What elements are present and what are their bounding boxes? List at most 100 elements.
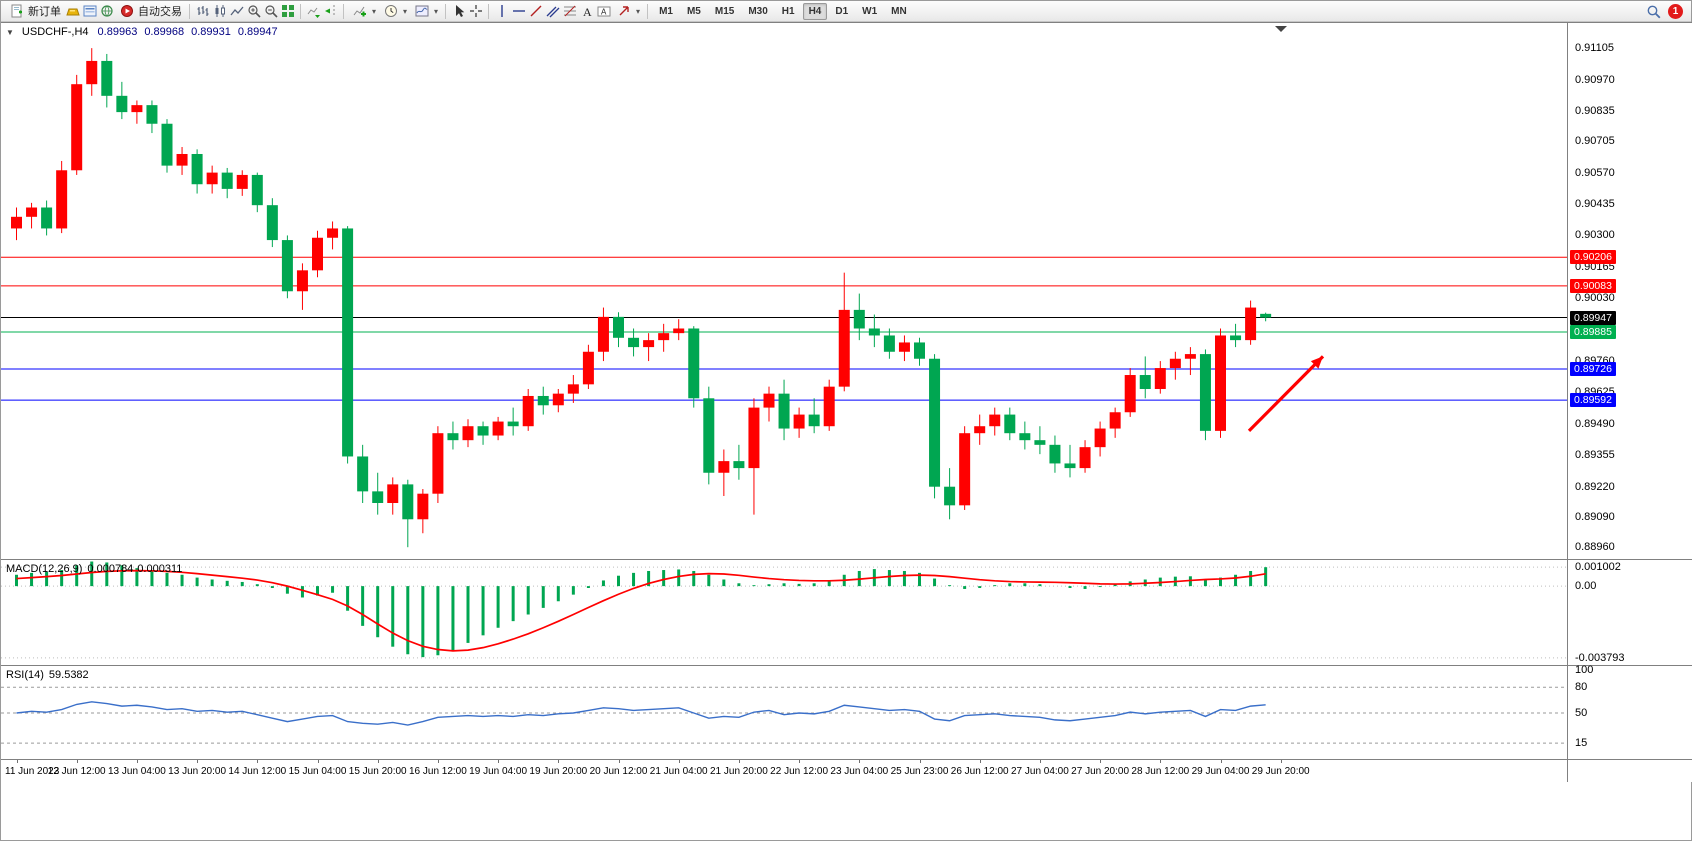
rsi-axis: 100 80 50 15 xyxy=(1568,664,1692,759)
candle xyxy=(718,449,730,497)
date-tick xyxy=(1160,760,1162,763)
search-icon[interactable] xyxy=(1645,3,1662,20)
candlestick-mode-icon[interactable] xyxy=(211,3,228,20)
candle xyxy=(1064,444,1076,478)
date-tick xyxy=(1039,760,1041,763)
rsi-canvas[interactable] xyxy=(1,666,1567,760)
price-axis-label: 0.90970 xyxy=(1575,73,1615,86)
channel-tool-icon[interactable] xyxy=(544,3,561,20)
tile-windows-icon[interactable] xyxy=(279,3,296,20)
auto-trading-button[interactable]: 自动交易 xyxy=(115,2,185,21)
price-axis-label: 0.90835 xyxy=(1575,104,1615,117)
toolbar-separator xyxy=(300,3,301,19)
trendline-tool-icon[interactable] xyxy=(527,3,544,20)
date-axis[interactable]: 11 Jun 2023 12 Jun 12:00 13 Jun 04:00 13 Ju… xyxy=(1,759,1692,782)
macd-axis-label: 0.001002 xyxy=(1575,561,1621,574)
timeframe-m15[interactable]: M15 xyxy=(709,3,740,20)
candle xyxy=(914,337,925,366)
timeframe-h1[interactable]: H1 xyxy=(776,3,801,20)
macd-signal-line xyxy=(16,569,1266,652)
timeframe-mn[interactable]: MN xyxy=(885,3,913,20)
axis-separator xyxy=(1567,22,1568,782)
notification-badge[interactable]: 1 xyxy=(1668,3,1683,19)
bar-chart-mode-icon[interactable] xyxy=(194,3,211,20)
timeframe-m5[interactable]: M5 xyxy=(681,3,707,20)
new-order-label: 新订单 xyxy=(28,6,61,18)
price-axis-label: 0.88960 xyxy=(1575,541,1615,554)
candle xyxy=(1019,421,1031,450)
candle xyxy=(342,226,354,464)
vertical-line-tool-icon[interactable] xyxy=(493,3,510,20)
zoom-in-icon[interactable] xyxy=(245,3,262,20)
trend-arrow[interactable] xyxy=(1247,355,1325,432)
date-tick xyxy=(377,760,379,763)
timeframe-h4[interactable]: H4 xyxy=(802,2,828,20)
candle xyxy=(146,100,158,134)
timeframe-d1[interactable]: D1 xyxy=(829,3,854,20)
candle xyxy=(161,119,173,173)
rsi-axis-label: 80 xyxy=(1575,681,1588,694)
candle xyxy=(1199,349,1211,441)
candle xyxy=(372,472,384,515)
date-tick xyxy=(437,760,439,763)
date-tick xyxy=(76,760,78,763)
timeframe-m30[interactable]: M30 xyxy=(742,3,773,20)
depth-of-market-icon[interactable] xyxy=(81,3,98,20)
horizontal-line-tool-icon[interactable] xyxy=(510,3,527,20)
price-tag: 0.89885 xyxy=(1570,324,1616,339)
templates-button[interactable]: ▾ xyxy=(410,2,441,21)
svg-text:A: A xyxy=(583,5,592,18)
periods-button[interactable]: ▾ xyxy=(379,2,410,21)
line-chart-mode-icon[interactable] xyxy=(228,3,245,20)
candle xyxy=(673,319,685,341)
price-axis-label: 0.89490 xyxy=(1575,417,1615,430)
price-axis-label: 0.90300 xyxy=(1575,229,1615,242)
candle xyxy=(1079,440,1091,473)
candle xyxy=(266,198,278,248)
price-tag: 0.90206 xyxy=(1570,250,1616,265)
chart-shift-marker[interactable] xyxy=(1275,26,1287,32)
chart-symbol-label: ▼ USDCHF-,H4 0.89963 0.89968 0.89931 0.8… xyxy=(6,26,278,38)
timeframe-m1[interactable]: M1 xyxy=(653,3,679,20)
macd-canvas[interactable] xyxy=(1,560,1567,666)
svg-text:A: A xyxy=(601,8,607,17)
text-tool-icon[interactable]: A xyxy=(578,3,595,20)
indicators-button[interactable]: ▾ xyxy=(348,2,379,21)
date-axis-label: 28 Jun 12:00 xyxy=(1131,766,1190,777)
candle xyxy=(131,100,143,124)
candle xyxy=(11,207,22,241)
auto-scroll-icon[interactable] xyxy=(305,3,322,20)
timeframe-w1[interactable]: W1 xyxy=(856,3,883,20)
community-icon[interactable] xyxy=(98,3,115,20)
symbol-name: USDCHF-,H4 xyxy=(21,26,89,38)
date-axis-label: 15 Jun 20:00 xyxy=(348,766,407,777)
date-axis-label: 19 Jun 04:00 xyxy=(469,766,528,777)
candle xyxy=(959,426,971,510)
price-chart-canvas[interactable] xyxy=(1,23,1567,560)
candle xyxy=(477,421,489,445)
crosshair-icon[interactable] xyxy=(467,3,484,20)
chart-menu-icon[interactable]: ▼ xyxy=(6,27,14,37)
fibonacci-tool-icon[interactable] xyxy=(561,3,578,20)
candle xyxy=(387,477,399,515)
candle xyxy=(838,272,850,392)
date-tick xyxy=(919,760,921,763)
macd-label: MACD(12,26,9) 0.000784 0.000311 xyxy=(6,563,182,575)
new-order-button[interactable]: 新订单 xyxy=(5,2,64,21)
toolbar-separator xyxy=(647,3,649,19)
gold-bar-icon[interactable] xyxy=(64,3,81,20)
chart-shift-icon[interactable] xyxy=(322,3,339,20)
candle xyxy=(1094,421,1106,457)
zoom-out-icon[interactable] xyxy=(262,3,279,20)
cursor-icon[interactable] xyxy=(450,3,467,20)
text-label-tool-icon[interactable]: A xyxy=(595,3,612,20)
rsi-axis-label: 15 xyxy=(1575,737,1588,750)
candle xyxy=(251,172,263,213)
candle xyxy=(1230,323,1242,348)
candle xyxy=(808,398,820,434)
new-order-icon xyxy=(8,3,25,20)
arrows-tool-button[interactable]: ▾ xyxy=(612,2,643,21)
trend-arrow-head xyxy=(1310,356,1323,369)
macd-value-main: 0.000784 xyxy=(87,563,134,575)
candle xyxy=(507,407,519,436)
